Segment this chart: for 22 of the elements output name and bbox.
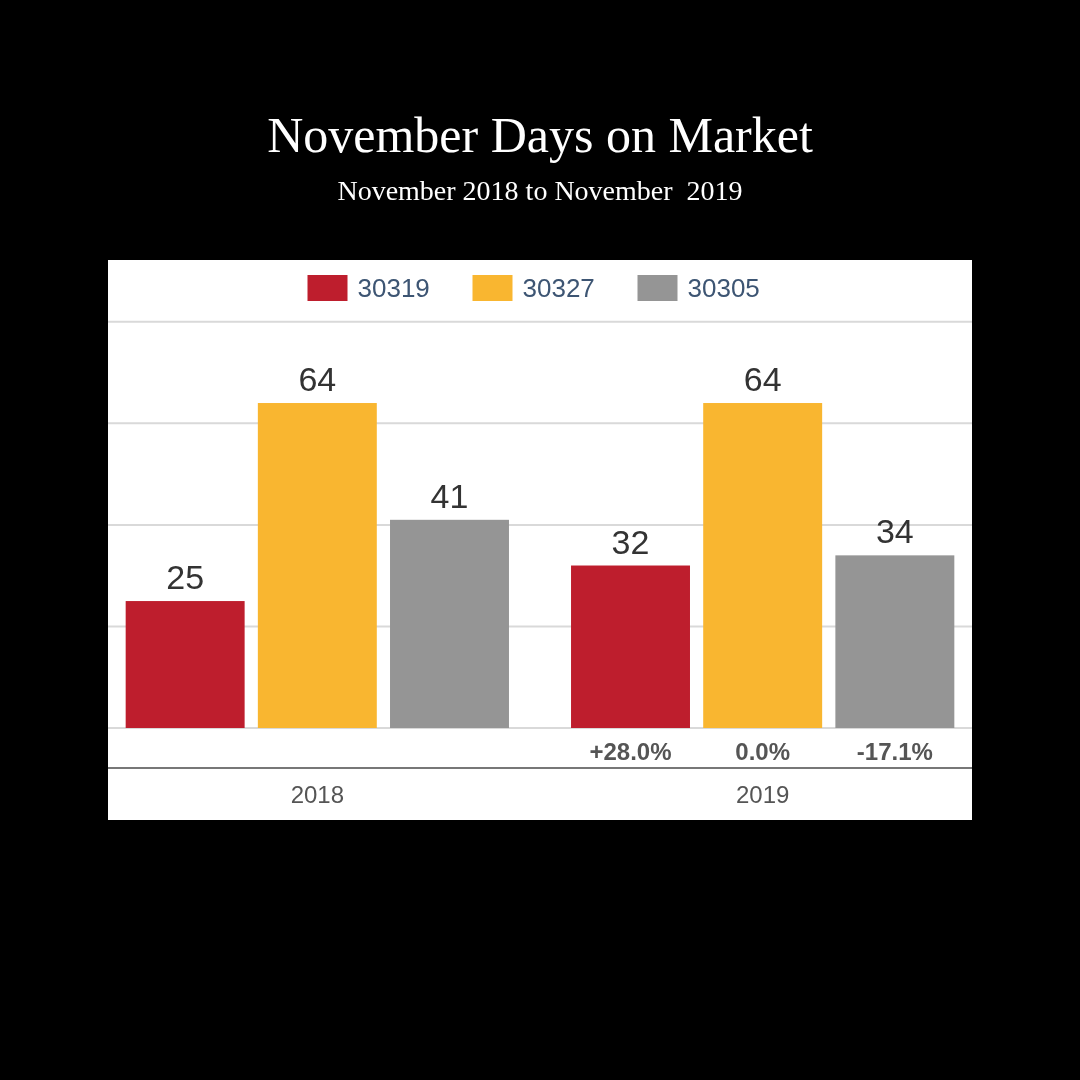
data-label: 64	[298, 360, 337, 399]
chart-subtitle: November 2018 to November 2019	[337, 175, 743, 206]
bar	[835, 555, 955, 728]
bar	[703, 403, 823, 728]
x-tick-label: 2018	[290, 781, 345, 809]
bar	[571, 565, 690, 728]
data-label: 64	[743, 360, 782, 399]
bar	[125, 601, 245, 728]
bar	[390, 519, 509, 728]
data-label: 34	[875, 512, 914, 551]
legend-label: 30305	[687, 273, 760, 303]
legend-label: 30319	[357, 273, 430, 303]
data-label: 25	[166, 558, 205, 597]
text: -17.1%	[856, 738, 933, 765]
bar	[257, 403, 377, 728]
data-label: 41	[430, 476, 469, 515]
data-label: 32	[611, 522, 650, 561]
x-tick-label: 2019	[735, 781, 790, 809]
legend-label: 30327	[522, 273, 595, 303]
chart-title: November Days on Market	[267, 107, 813, 163]
text: 0.0%	[735, 738, 791, 765]
text: +28.0%	[589, 738, 672, 765]
